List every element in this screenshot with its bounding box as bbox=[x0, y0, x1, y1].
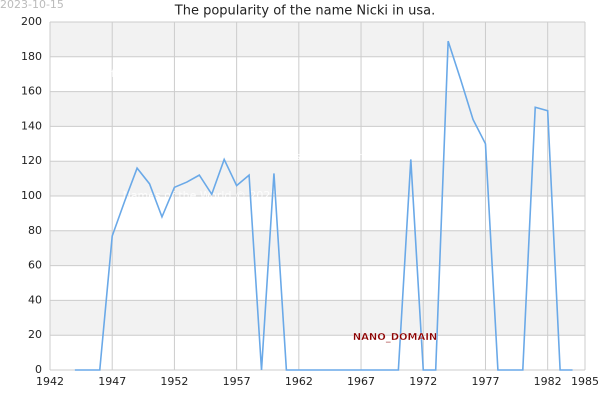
grid-band bbox=[50, 91, 585, 127]
x-tick-label: 1942 bbox=[36, 375, 64, 388]
y-tick-label: 200 bbox=[21, 15, 42, 28]
watermark: Names of the World © 2023 bbox=[123, 189, 278, 202]
grid-band bbox=[50, 230, 585, 266]
x-tick-label: 1985 bbox=[571, 375, 599, 388]
x-tick-label: 1957 bbox=[223, 375, 251, 388]
y-tick-label: 80 bbox=[28, 224, 42, 237]
y-tick-label: 140 bbox=[21, 119, 42, 132]
y-tick-label: 20 bbox=[28, 328, 42, 341]
x-tick-label: 1967 bbox=[347, 375, 375, 388]
grid-band bbox=[50, 22, 585, 57]
watermark: Names of the World © 2023 bbox=[263, 150, 418, 163]
x-tick-label: 1962 bbox=[285, 375, 313, 388]
line bbox=[74, 40, 573, 371]
y-tick-label: 160 bbox=[21, 85, 42, 98]
watermark: Names of the World © 2023 bbox=[63, 67, 218, 80]
y-tick-label: 60 bbox=[28, 259, 42, 272]
y-tick-label: 100 bbox=[21, 189, 42, 202]
x-tick-label: 1982 bbox=[534, 375, 562, 388]
y-tick-label: 0 bbox=[35, 363, 42, 376]
annotation: NANO_DOMAIN bbox=[353, 332, 438, 343]
grid-band bbox=[50, 161, 585, 196]
chart-title: The popularity of the name Nicki in usa. bbox=[174, 4, 435, 19]
grid-band bbox=[50, 300, 585, 336]
date-label: 2023-10-15 bbox=[0, 0, 64, 11]
y-tick-label: 180 bbox=[21, 50, 42, 63]
x-tick-label: 1952 bbox=[160, 375, 188, 388]
x-tick-label: 1972 bbox=[409, 375, 437, 388]
y-tick-label: 120 bbox=[21, 154, 42, 167]
x-tick-label: 1977 bbox=[471, 375, 499, 388]
y-tick-label: 40 bbox=[28, 293, 42, 306]
x-tick-label: 1947 bbox=[98, 375, 126, 388]
